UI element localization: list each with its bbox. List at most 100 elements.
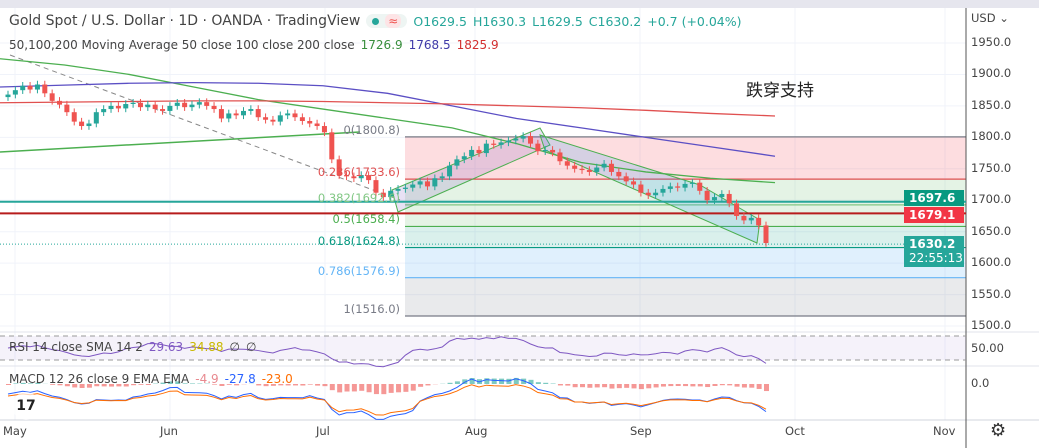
macd-histogram-bar xyxy=(359,384,365,391)
candle xyxy=(57,100,63,105)
currency-selector[interactable]: USD ⌄ xyxy=(971,11,1009,25)
candle xyxy=(461,156,467,160)
macd-histogram-bar xyxy=(20,382,26,384)
candle xyxy=(469,149,475,157)
candle xyxy=(79,121,85,127)
annotation-text[interactable]: 跌穿支持 xyxy=(746,81,814,101)
candle xyxy=(285,113,291,116)
status-pill[interactable]: ≈ xyxy=(366,14,408,28)
macd-histogram-bar xyxy=(175,381,181,384)
macd-histogram-bar xyxy=(587,384,593,388)
symbol-legend: Gold Spot / U.S. Dollar · 1D · OANDA · T… xyxy=(9,13,742,29)
macd-histogram-bar xyxy=(6,384,11,385)
fib-zone xyxy=(405,277,966,316)
candle xyxy=(299,117,305,121)
candle xyxy=(160,109,166,111)
fib-level-label: 0.5(1658.4) xyxy=(332,212,400,227)
candle xyxy=(763,225,769,244)
macd-histogram-bar xyxy=(160,382,166,384)
macd-histogram-bar xyxy=(719,384,725,386)
candle xyxy=(307,120,313,124)
candle xyxy=(329,132,335,160)
macd-histogram-bar xyxy=(594,384,600,388)
ma200-value: 1825.9 xyxy=(456,38,499,52)
rsi-value: 29.63 xyxy=(148,340,184,354)
ma-legend[interactable]: 50,100,200 Moving Average 50 close 100 c… xyxy=(9,38,499,52)
macd-histogram-bar xyxy=(131,384,137,386)
candle xyxy=(756,217,762,226)
macd-histogram-bar xyxy=(28,383,34,384)
macd-histogram-bar xyxy=(101,384,107,387)
macd-histogram-bar xyxy=(454,381,460,384)
candle xyxy=(557,152,563,162)
candle xyxy=(123,104,129,109)
macd-histogram-bar xyxy=(322,384,328,387)
market-open-icon xyxy=(372,17,380,25)
candle xyxy=(321,126,327,133)
time-label: Oct xyxy=(785,424,805,438)
settings-gear-icon[interactable]: ⚙ xyxy=(990,420,1007,441)
fib-zone xyxy=(405,136,966,180)
candle xyxy=(211,105,217,110)
candle xyxy=(196,102,202,105)
falling-channel xyxy=(539,134,761,244)
wave-icon: ≈ xyxy=(385,14,402,28)
change-value: +0.7 (+0.04%) xyxy=(647,13,742,29)
candle xyxy=(638,184,644,193)
macd-histogram-bar xyxy=(263,384,269,387)
macd-histogram-bar xyxy=(138,384,144,385)
candle xyxy=(601,163,607,168)
macd-histogram-bar xyxy=(580,384,586,388)
symbol-title[interactable]: Gold Spot / U.S. Dollar · 1D · OANDA · T… xyxy=(9,13,361,29)
candle xyxy=(491,143,497,145)
candle xyxy=(64,104,70,113)
open-value: O1629.5 xyxy=(413,13,467,29)
macd-histogram-bar xyxy=(315,384,321,386)
macd-histogram-bar xyxy=(535,382,541,384)
candle xyxy=(366,175,372,181)
candle xyxy=(689,182,695,184)
candle xyxy=(358,175,364,179)
macd-histogram-bar xyxy=(491,378,497,384)
candle xyxy=(218,109,224,119)
macd-histogram-bar xyxy=(668,384,674,387)
price-tick: 1750.0 xyxy=(971,160,1012,175)
rsi-axis-tick: 50.00 xyxy=(971,341,1004,355)
macd-legend[interactable]: MACD 12 26 close 9 EMA EMA -4.9 -27.8 -2… xyxy=(9,372,293,386)
candle xyxy=(380,192,386,198)
fib-zone xyxy=(405,226,966,248)
candle xyxy=(49,93,55,101)
candle xyxy=(248,109,254,111)
candle xyxy=(594,167,600,172)
tradingview-logo-icon[interactable]: 17 xyxy=(12,392,40,420)
candle xyxy=(115,105,121,109)
candle xyxy=(564,161,570,166)
macd-histogram-bar xyxy=(189,383,195,384)
macd-histogram-bar xyxy=(72,384,78,388)
macd-histogram-bar xyxy=(344,384,350,392)
candle xyxy=(528,136,534,144)
macd-histogram-bar xyxy=(167,381,173,384)
macd-histogram-bar xyxy=(337,384,343,393)
candle xyxy=(351,176,357,179)
macd-histogram-bar xyxy=(653,384,659,388)
fib-level-label: 0.618(1624.8) xyxy=(317,233,400,248)
candle xyxy=(498,142,504,145)
macd-histogram-bar xyxy=(403,384,409,392)
macd-histogram-bar xyxy=(212,384,218,385)
macd-histogram-bar xyxy=(609,384,615,389)
macd-histogram-bar xyxy=(727,384,733,386)
candle xyxy=(454,159,460,166)
macd-histogram-bar xyxy=(638,384,644,390)
macd-histogram-bar xyxy=(513,377,519,384)
candle xyxy=(653,192,659,196)
candle xyxy=(623,176,629,182)
rsi-legend[interactable]: RSI 14 close SMA 14 2 29.63 34.88 ∅ ∅ xyxy=(9,340,256,354)
candle xyxy=(20,85,26,91)
fib-level-label: 0.382(1692.6) xyxy=(317,190,400,205)
macd-histogram-bar xyxy=(683,384,689,387)
candle xyxy=(608,163,614,172)
candle xyxy=(675,186,681,188)
low-value: L1629.5 xyxy=(532,13,583,29)
